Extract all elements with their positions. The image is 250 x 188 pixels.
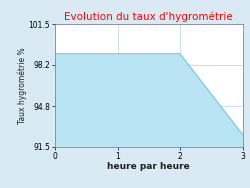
X-axis label: heure par heure: heure par heure	[108, 162, 190, 171]
Title: Evolution du taux d'hygrométrie: Evolution du taux d'hygrométrie	[64, 12, 233, 22]
Y-axis label: Taux hygrométrie %: Taux hygrométrie %	[18, 47, 27, 124]
